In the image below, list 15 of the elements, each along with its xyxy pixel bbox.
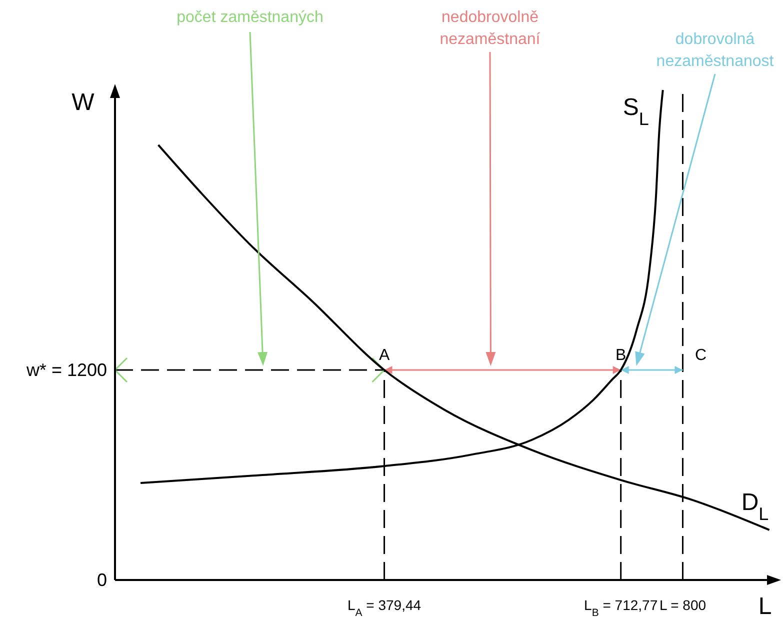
text: dobrovolná nezaměstnanost: [656, 31, 774, 70]
text: počet zaměstnaných: [176, 9, 324, 26]
series-label: D$_{L}$: [741, 488, 769, 524]
annotation: C: [694, 347, 707, 364]
series-label: S$_{L}$: [622, 94, 649, 129]
y-tick-label: 0: [96, 570, 107, 590]
x-tick-label: L = 800: [659, 597, 706, 613]
x-axis-title: L: [758, 593, 772, 617]
annotation: A: [378, 347, 390, 364]
text: nedobrovolně nezaměstnaní: [440, 9, 541, 48]
y-axis-title: W: [72, 89, 95, 116]
annotation: B: [616, 347, 626, 364]
x-tick-label: L$_{B}$ = 712,77: [584, 597, 658, 617]
y-tick-label: w* = 1200: [25, 360, 107, 380]
x-tick-label: L$_{A}$ = 379,44: [347, 597, 422, 617]
